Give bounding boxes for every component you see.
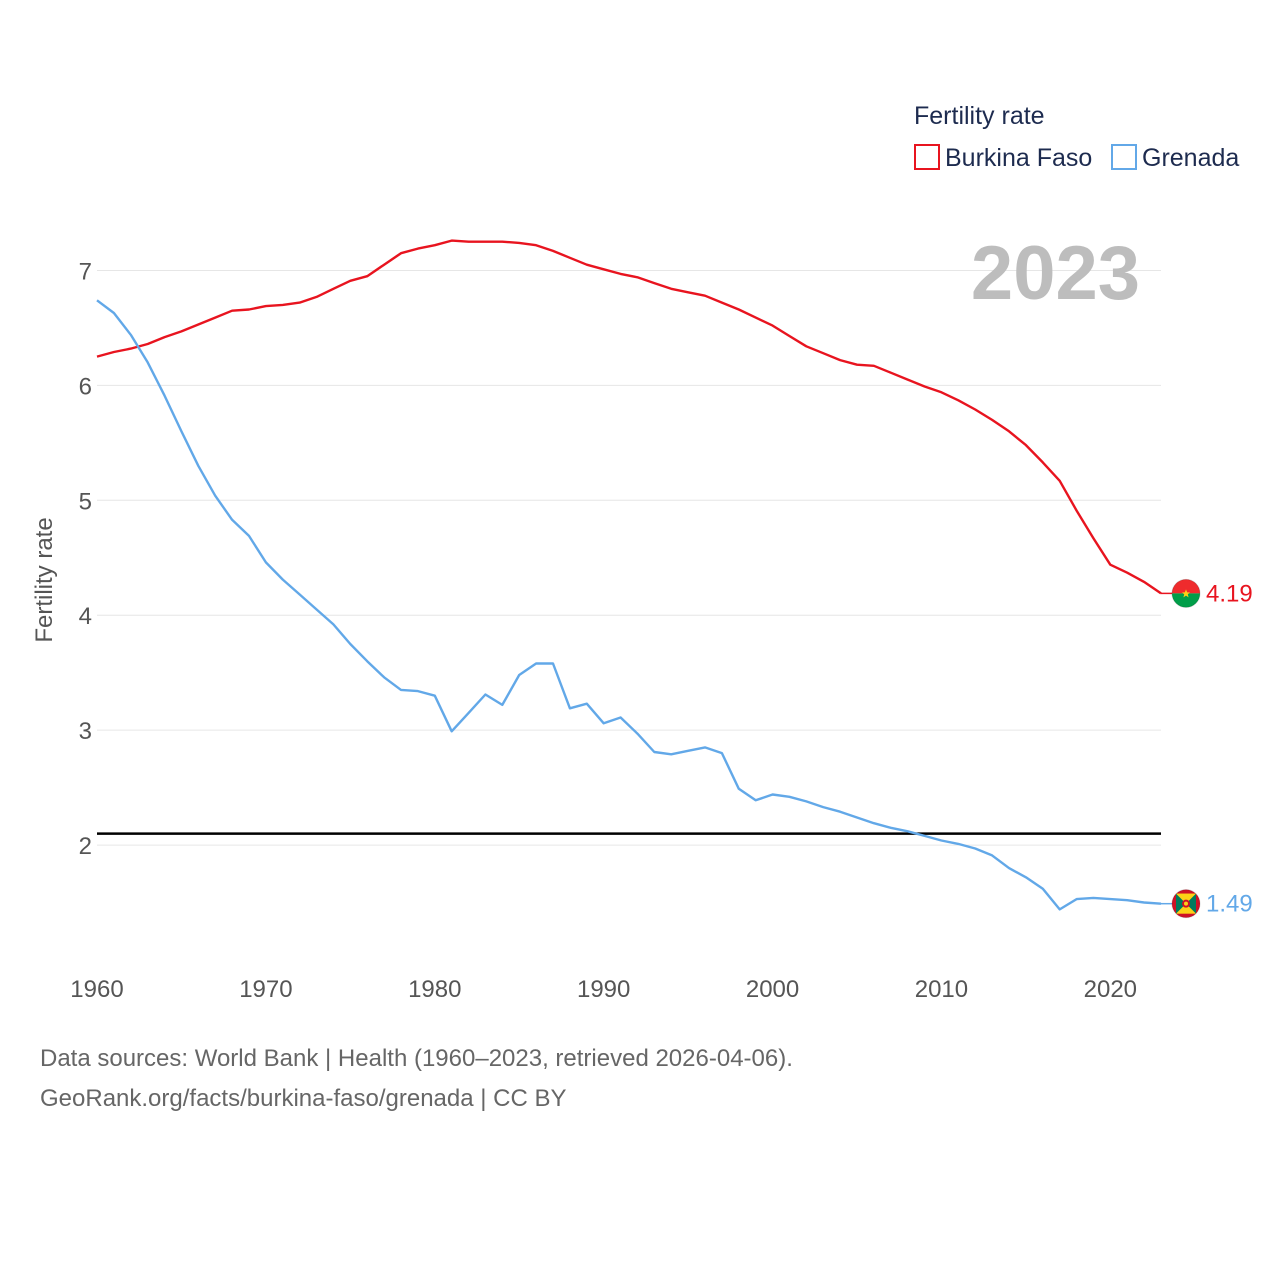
flag-grenada-icon: [1171, 889, 1201, 919]
legend: Fertility rate Burkina Faso Grenada: [914, 102, 1239, 172]
x-tick-label: 2000: [746, 976, 799, 1003]
legend-label: Grenada: [1142, 144, 1239, 172]
y-tick-label: 7: [79, 258, 92, 285]
x-tick-label: 2020: [1084, 976, 1137, 1003]
x-tick-label: 1980: [408, 976, 461, 1003]
y-tick-label: 3: [79, 718, 92, 745]
y-axis-title: Fertility rate: [31, 517, 58, 642]
endpoint-value-label: 4.19: [1206, 580, 1253, 607]
data-series: [96, 239, 1162, 911]
legend-title: Fertility rate: [914, 102, 1045, 130]
series-endpoints: 4.19 1.49: [1161, 578, 1253, 919]
legend-swatch: [1111, 144, 1137, 170]
endpoint-value-label: 1.49: [1206, 891, 1253, 918]
y-tick-label: 6: [79, 373, 92, 400]
legend-swatch: [914, 144, 940, 170]
year-label: 2023: [971, 231, 1140, 316]
footer-sources: Data sources: World Bank | Health (1960–…: [40, 1045, 793, 1072]
x-tick-label: 2010: [915, 976, 968, 1003]
series-line-burkina-faso: [96, 239, 1162, 595]
flag-burkina-faso-icon: [1171, 578, 1201, 608]
y-tick-label: 5: [79, 488, 92, 515]
y-axis-ticks: 2 3 4 5 6 7: [79, 258, 92, 860]
legend-items: Burkina Faso Grenada: [914, 144, 1239, 172]
footer-credit: GeoRank.org/facts/burkina-faso/grenada |…: [40, 1085, 567, 1112]
x-axis-ticks: 1960 1970 1980 1990 2000 2010 2020: [70, 976, 1137, 1003]
grid-lines: [97, 269, 1161, 846]
series-line-grenada: [96, 299, 1162, 911]
x-tick-label: 1970: [239, 976, 292, 1003]
legend-label: Burkina Faso: [945, 144, 1092, 172]
x-tick-label: 1990: [577, 976, 630, 1003]
y-tick-label: 2: [79, 833, 92, 860]
y-tick-label: 4: [79, 603, 92, 630]
x-tick-label: 1960: [70, 976, 123, 1003]
